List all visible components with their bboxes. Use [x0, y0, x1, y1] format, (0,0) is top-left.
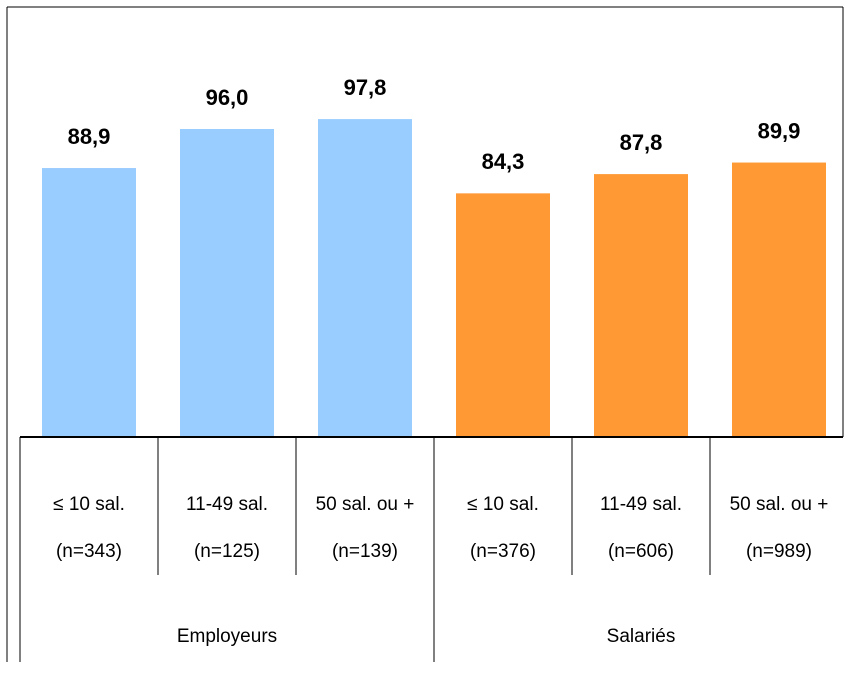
sample-label: (n=139)	[332, 541, 398, 562]
bar	[42, 168, 136, 438]
bar	[456, 193, 550, 437]
value-label: 84,3	[482, 149, 525, 174]
group-label: Salariés	[607, 626, 676, 647]
bar	[318, 119, 412, 437]
category-label: 11-49 sal.	[600, 494, 682, 515]
category-label: 11-49 sal.	[186, 494, 268, 515]
value-label: 89,9	[758, 118, 801, 143]
bar	[180, 129, 274, 437]
category-label: 50 sal. ou +	[730, 494, 829, 515]
value-label: 96,0	[206, 85, 249, 110]
sample-label: (n=989)	[746, 541, 812, 562]
bar	[594, 174, 688, 437]
category-label: 50 sal. ou +	[316, 494, 415, 515]
sample-label: (n=376)	[470, 541, 536, 562]
category-label: ≤ 10 sal.	[53, 494, 125, 515]
value-label: 88,9	[68, 124, 111, 149]
category-label: ≤ 10 sal.	[467, 494, 539, 515]
bar	[732, 162, 826, 438]
sample-label: (n=606)	[608, 541, 674, 562]
value-label: 97,8	[344, 75, 387, 100]
sample-label: (n=125)	[194, 541, 260, 562]
value-label: 87,8	[620, 130, 663, 155]
group-label: Employeurs	[177, 626, 277, 647]
sample-label: (n=343)	[56, 541, 122, 562]
